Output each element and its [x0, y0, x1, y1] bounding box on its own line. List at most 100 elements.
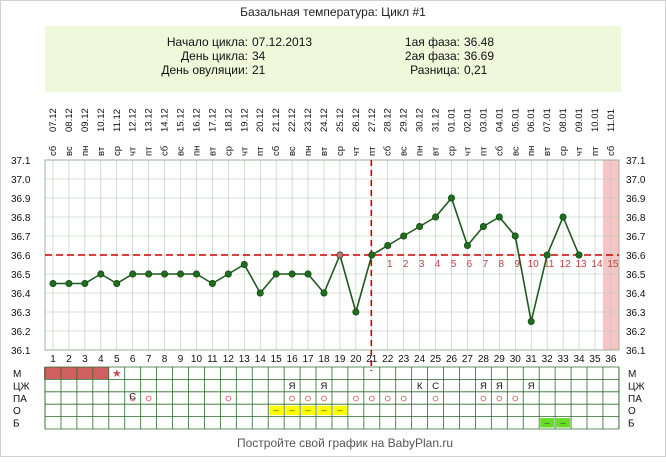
phase-day-number: 11	[544, 259, 555, 270]
temperature-point[interactable]	[288, 270, 296, 278]
temperature-point[interactable]	[400, 232, 408, 240]
day-number: 13	[239, 354, 251, 365]
temperature-point[interactable]	[304, 270, 312, 278]
temperature-point[interactable]	[129, 270, 137, 278]
temperature-point[interactable]	[463, 242, 471, 250]
footer-link-text[interactable]: Постройте свой график на BabyPlan.ru	[237, 436, 453, 450]
info-right-value: 36.69	[464, 49, 494, 63]
weekday-label: вт	[207, 146, 218, 156]
day-number: 18	[318, 354, 330, 365]
temperature-point[interactable]	[192, 270, 200, 278]
weekday-label: вт	[96, 146, 107, 156]
weekday-label: чт	[462, 146, 473, 156]
temperature-point[interactable]	[527, 317, 535, 325]
weekday-label: пн	[526, 146, 537, 156]
temperature-point[interactable]	[336, 251, 344, 259]
intercourse-mark	[384, 395, 391, 402]
row-label-right: Б	[628, 419, 635, 430]
day-number: 23	[398, 354, 410, 365]
temperature-point[interactable]	[208, 279, 216, 287]
intercourse-mark	[512, 395, 519, 402]
weekday-label: вт	[542, 146, 553, 156]
date-label: 04.01	[494, 108, 505, 132]
weekday-label: сб	[271, 145, 282, 156]
date-label: 14.12	[160, 108, 171, 132]
temperature-point[interactable]	[65, 279, 73, 287]
weekday-label: вс	[399, 146, 410, 156]
temperature-point[interactable]	[495, 213, 503, 221]
temperature-point[interactable]	[240, 260, 248, 268]
temperature-point[interactable]	[416, 223, 424, 231]
temperature-point[interactable]	[49, 279, 57, 287]
day-number: 10	[191, 354, 203, 365]
temperature-point[interactable]	[559, 213, 567, 221]
row-mark-letter: С	[432, 381, 439, 392]
row-label-left: М	[13, 369, 21, 380]
temperature-point[interactable]	[432, 213, 440, 221]
temperature-point[interactable]	[368, 251, 376, 259]
temperature-point[interactable]	[384, 242, 392, 250]
intercourse-mark	[129, 395, 136, 402]
chart-title: Базальная температура: Цикл #1	[240, 5, 426, 19]
temperature-point[interactable]	[511, 232, 519, 240]
lh-test-cell	[285, 405, 300, 416]
day-number: 4	[98, 354, 104, 365]
temperature-point[interactable]	[479, 223, 487, 231]
row-mark-letter: Я	[496, 381, 503, 392]
day-number: 12	[223, 354, 235, 365]
temperature-point[interactable]	[352, 308, 360, 316]
date-label: 29.12	[399, 108, 410, 132]
day-number: 8	[162, 354, 168, 365]
phase-day-number: 10	[528, 259, 540, 270]
temperature-point[interactable]	[113, 279, 121, 287]
day-number: 28	[478, 354, 490, 365]
date-label: 19.12	[239, 108, 250, 132]
temperature-line	[53, 196, 580, 322]
intercourse-mark	[496, 395, 503, 402]
temperature-point[interactable]	[447, 194, 455, 202]
pregnancy-test-cell	[556, 418, 571, 428]
temperature-point[interactable]	[97, 270, 105, 278]
lh-test-mark: –	[337, 405, 342, 415]
temperature-point[interactable]	[161, 270, 169, 278]
date-label: 23.12	[303, 108, 314, 132]
day-number: 9	[178, 354, 184, 365]
date-label: 27.12	[367, 108, 378, 132]
temperature-point[interactable]	[224, 270, 232, 278]
day-number: 2	[66, 354, 72, 365]
date-label: 13.12	[144, 108, 155, 132]
date-label: 08.12	[64, 108, 75, 132]
temperature-point[interactable]	[177, 270, 185, 278]
y-tick-right: 37.0	[626, 175, 646, 186]
weekday-label: ср	[335, 146, 346, 156]
date-label: 28.12	[383, 108, 394, 132]
weekday-label: вс	[287, 146, 298, 156]
day-number: 16	[287, 354, 299, 365]
intercourse-mark	[289, 395, 295, 402]
info-right-value: 36.48	[464, 35, 494, 49]
day-number: 19	[334, 354, 346, 365]
day-number: 3	[82, 354, 88, 365]
y-tick-right: 36.6	[626, 251, 646, 262]
phase-day-number: 6	[467, 259, 473, 270]
temperature-point[interactable]	[320, 289, 328, 297]
row-label-left: ЦЖ	[13, 381, 30, 392]
phase-day-number: 9	[514, 259, 520, 270]
weekday-label: чт	[574, 146, 585, 156]
y-tick-left: 36.8	[11, 213, 31, 224]
day-number: 24	[414, 354, 426, 365]
day-number: 27	[462, 354, 474, 365]
temperature-point[interactable]	[256, 289, 264, 297]
temperature-point[interactable]	[145, 270, 153, 278]
date-label: 15.12	[176, 108, 187, 132]
date-label: 07.01	[542, 108, 553, 132]
phase-day-number: 14	[591, 259, 603, 270]
day-number: 29	[494, 354, 506, 365]
temperature-point[interactable]	[81, 279, 89, 287]
temperature-point[interactable]	[272, 270, 280, 278]
row-label-left: О	[13, 406, 21, 417]
temperature-point[interactable]	[543, 251, 551, 259]
day-number: 20	[350, 354, 362, 365]
temperature-point[interactable]	[575, 251, 583, 259]
